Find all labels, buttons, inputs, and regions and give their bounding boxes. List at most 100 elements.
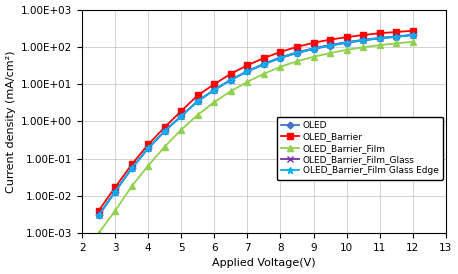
OLED_Barrier_Film: [344, 48, 349, 52]
OLED_Barrier: [393, 30, 399, 34]
OLED_Barrier_Film: [228, 89, 234, 93]
OLED_Barrier: [212, 82, 217, 86]
OLED_Barrier: [179, 109, 184, 113]
OLED_Barrier_Film Glass Edge: [360, 39, 366, 42]
OLED_Barrier_Film Glass Edge: [410, 33, 415, 37]
OLED_Barrier_Film_Glass: [96, 214, 101, 217]
OLED_Barrier: [360, 33, 366, 37]
OLED_Barrier_Film Glass Edge: [344, 41, 349, 44]
OLED_Barrier: [261, 56, 267, 60]
OLED_Barrier_Film_Glass: [162, 129, 168, 133]
OLED_Barrier_Film_Glass: [311, 47, 316, 50]
OLED: [228, 78, 234, 81]
OLED: [261, 63, 267, 66]
OLED_Barrier_Film_Glass: [212, 88, 217, 92]
OLED_Barrier_Film: [162, 145, 168, 148]
OLED: [212, 88, 217, 92]
OLED: [112, 190, 118, 193]
OLED: [278, 56, 283, 60]
OLED: [129, 167, 135, 170]
OLED_Barrier: [195, 94, 201, 97]
OLED_Barrier_Film: [129, 185, 135, 188]
OLED_Barrier: [294, 45, 300, 48]
OLED_Barrier: [146, 143, 151, 146]
OLED_Barrier: [344, 36, 349, 39]
OLED_Barrier: [129, 163, 135, 166]
OLED_Barrier_Film: [360, 46, 366, 49]
OLED: [311, 47, 316, 51]
OLED_Barrier: [377, 32, 382, 35]
OLED_Barrier_Film Glass Edge: [245, 70, 250, 73]
OLED_Barrier_Film: [112, 209, 118, 212]
OLED_Barrier: [96, 209, 101, 212]
OLED_Barrier: [410, 29, 415, 32]
OLED_Barrier_Film: [146, 164, 151, 167]
OLED_Barrier_Film Glass Edge: [278, 56, 283, 59]
OLED_Barrier_Film: [311, 55, 316, 58]
X-axis label: Applied Voltage(V): Applied Voltage(V): [212, 258, 316, 269]
OLED_Barrier_Film Glass Edge: [212, 88, 217, 92]
OLED_Barrier_Film_Glass: [278, 56, 283, 59]
OLED: [146, 147, 151, 150]
OLED: [393, 35, 399, 39]
Line: OLED_Barrier: OLED_Barrier: [95, 28, 416, 214]
OLED: [377, 37, 382, 40]
OLED_Barrier_Film: [179, 128, 184, 131]
Line: OLED_Barrier_Film: OLED_Barrier_Film: [95, 39, 416, 236]
OLED_Barrier_Film Glass Edge: [327, 44, 333, 47]
Legend: OLED, OLED_Barrier, OLED_Barrier_Film, OLED_Barrier_Film_Glass, OLED_Barrier_Fil: OLED, OLED_Barrier, OLED_Barrier_Film, O…: [277, 117, 443, 180]
OLED_Barrier_Film_Glass: [129, 167, 135, 170]
OLED_Barrier: [278, 50, 283, 53]
OLED_Barrier_Film_Glass: [410, 33, 415, 36]
OLED_Barrier: [245, 64, 250, 67]
OLED_Barrier: [228, 72, 234, 75]
OLED_Barrier_Film Glass Edge: [195, 99, 201, 103]
OLED_Barrier_Film_Glass: [228, 78, 234, 81]
OLED: [195, 99, 201, 103]
OLED: [327, 44, 333, 47]
OLED_Barrier_Film Glass Edge: [294, 51, 300, 55]
OLED: [179, 114, 184, 118]
OLED_Barrier_Film_Glass: [327, 43, 333, 47]
OLED_Barrier_Film Glass Edge: [377, 37, 382, 40]
OLED_Barrier: [162, 125, 168, 129]
OLED_Barrier_Film Glass Edge: [129, 167, 135, 170]
OLED_Barrier_Film Glass Edge: [393, 35, 399, 38]
OLED_Barrier_Film_Glass: [146, 147, 151, 150]
OLED_Barrier: [327, 38, 333, 41]
OLED_Barrier_Film_Glass: [261, 62, 267, 65]
Line: OLED_Barrier_Film Glass Edge: OLED_Barrier_Film Glass Edge: [95, 32, 416, 219]
OLED_Barrier_Film_Glass: [393, 35, 399, 38]
OLED_Barrier_Film: [294, 60, 300, 63]
OLED_Barrier_Film: [212, 100, 217, 104]
OLED: [96, 214, 101, 217]
OLED_Barrier_Film_Glass: [377, 36, 382, 40]
OLED_Barrier_Film_Glass: [195, 99, 201, 103]
OLED_Barrier_Film Glass Edge: [146, 147, 151, 150]
OLED_Barrier_Film: [393, 42, 399, 45]
OLED_Barrier_Film Glass Edge: [261, 63, 267, 66]
OLED_Barrier_Film Glass Edge: [228, 78, 234, 81]
Line: OLED: OLED: [96, 33, 415, 218]
OLED: [344, 41, 349, 44]
OLED_Barrier_Film: [195, 113, 201, 116]
OLED_Barrier_Film Glass Edge: [112, 190, 118, 193]
OLED_Barrier_Film_Glass: [344, 41, 349, 44]
OLED_Barrier_Film_Glass: [360, 38, 366, 41]
OLED_Barrier_Film: [278, 65, 283, 68]
Line: OLED_Barrier_Film_Glass: OLED_Barrier_Film_Glass: [95, 31, 416, 219]
OLED_Barrier_Film_Glass: [245, 70, 250, 73]
OLED_Barrier_Film_Glass: [294, 51, 300, 54]
OLED_Barrier_Film_Glass: [112, 190, 118, 193]
OLED: [410, 33, 415, 37]
OLED_Barrier_Film: [410, 40, 415, 44]
OLED_Barrier_Film Glass Edge: [162, 129, 168, 133]
OLED_Barrier_Film: [377, 44, 382, 47]
OLED_Barrier_Film: [261, 72, 267, 75]
OLED_Barrier_Film Glass Edge: [311, 47, 316, 50]
OLED: [294, 52, 300, 55]
OLED_Barrier_Film Glass Edge: [96, 214, 101, 217]
OLED_Barrier_Film_Glass: [179, 114, 184, 118]
OLED: [245, 70, 250, 73]
OLED: [360, 39, 366, 42]
